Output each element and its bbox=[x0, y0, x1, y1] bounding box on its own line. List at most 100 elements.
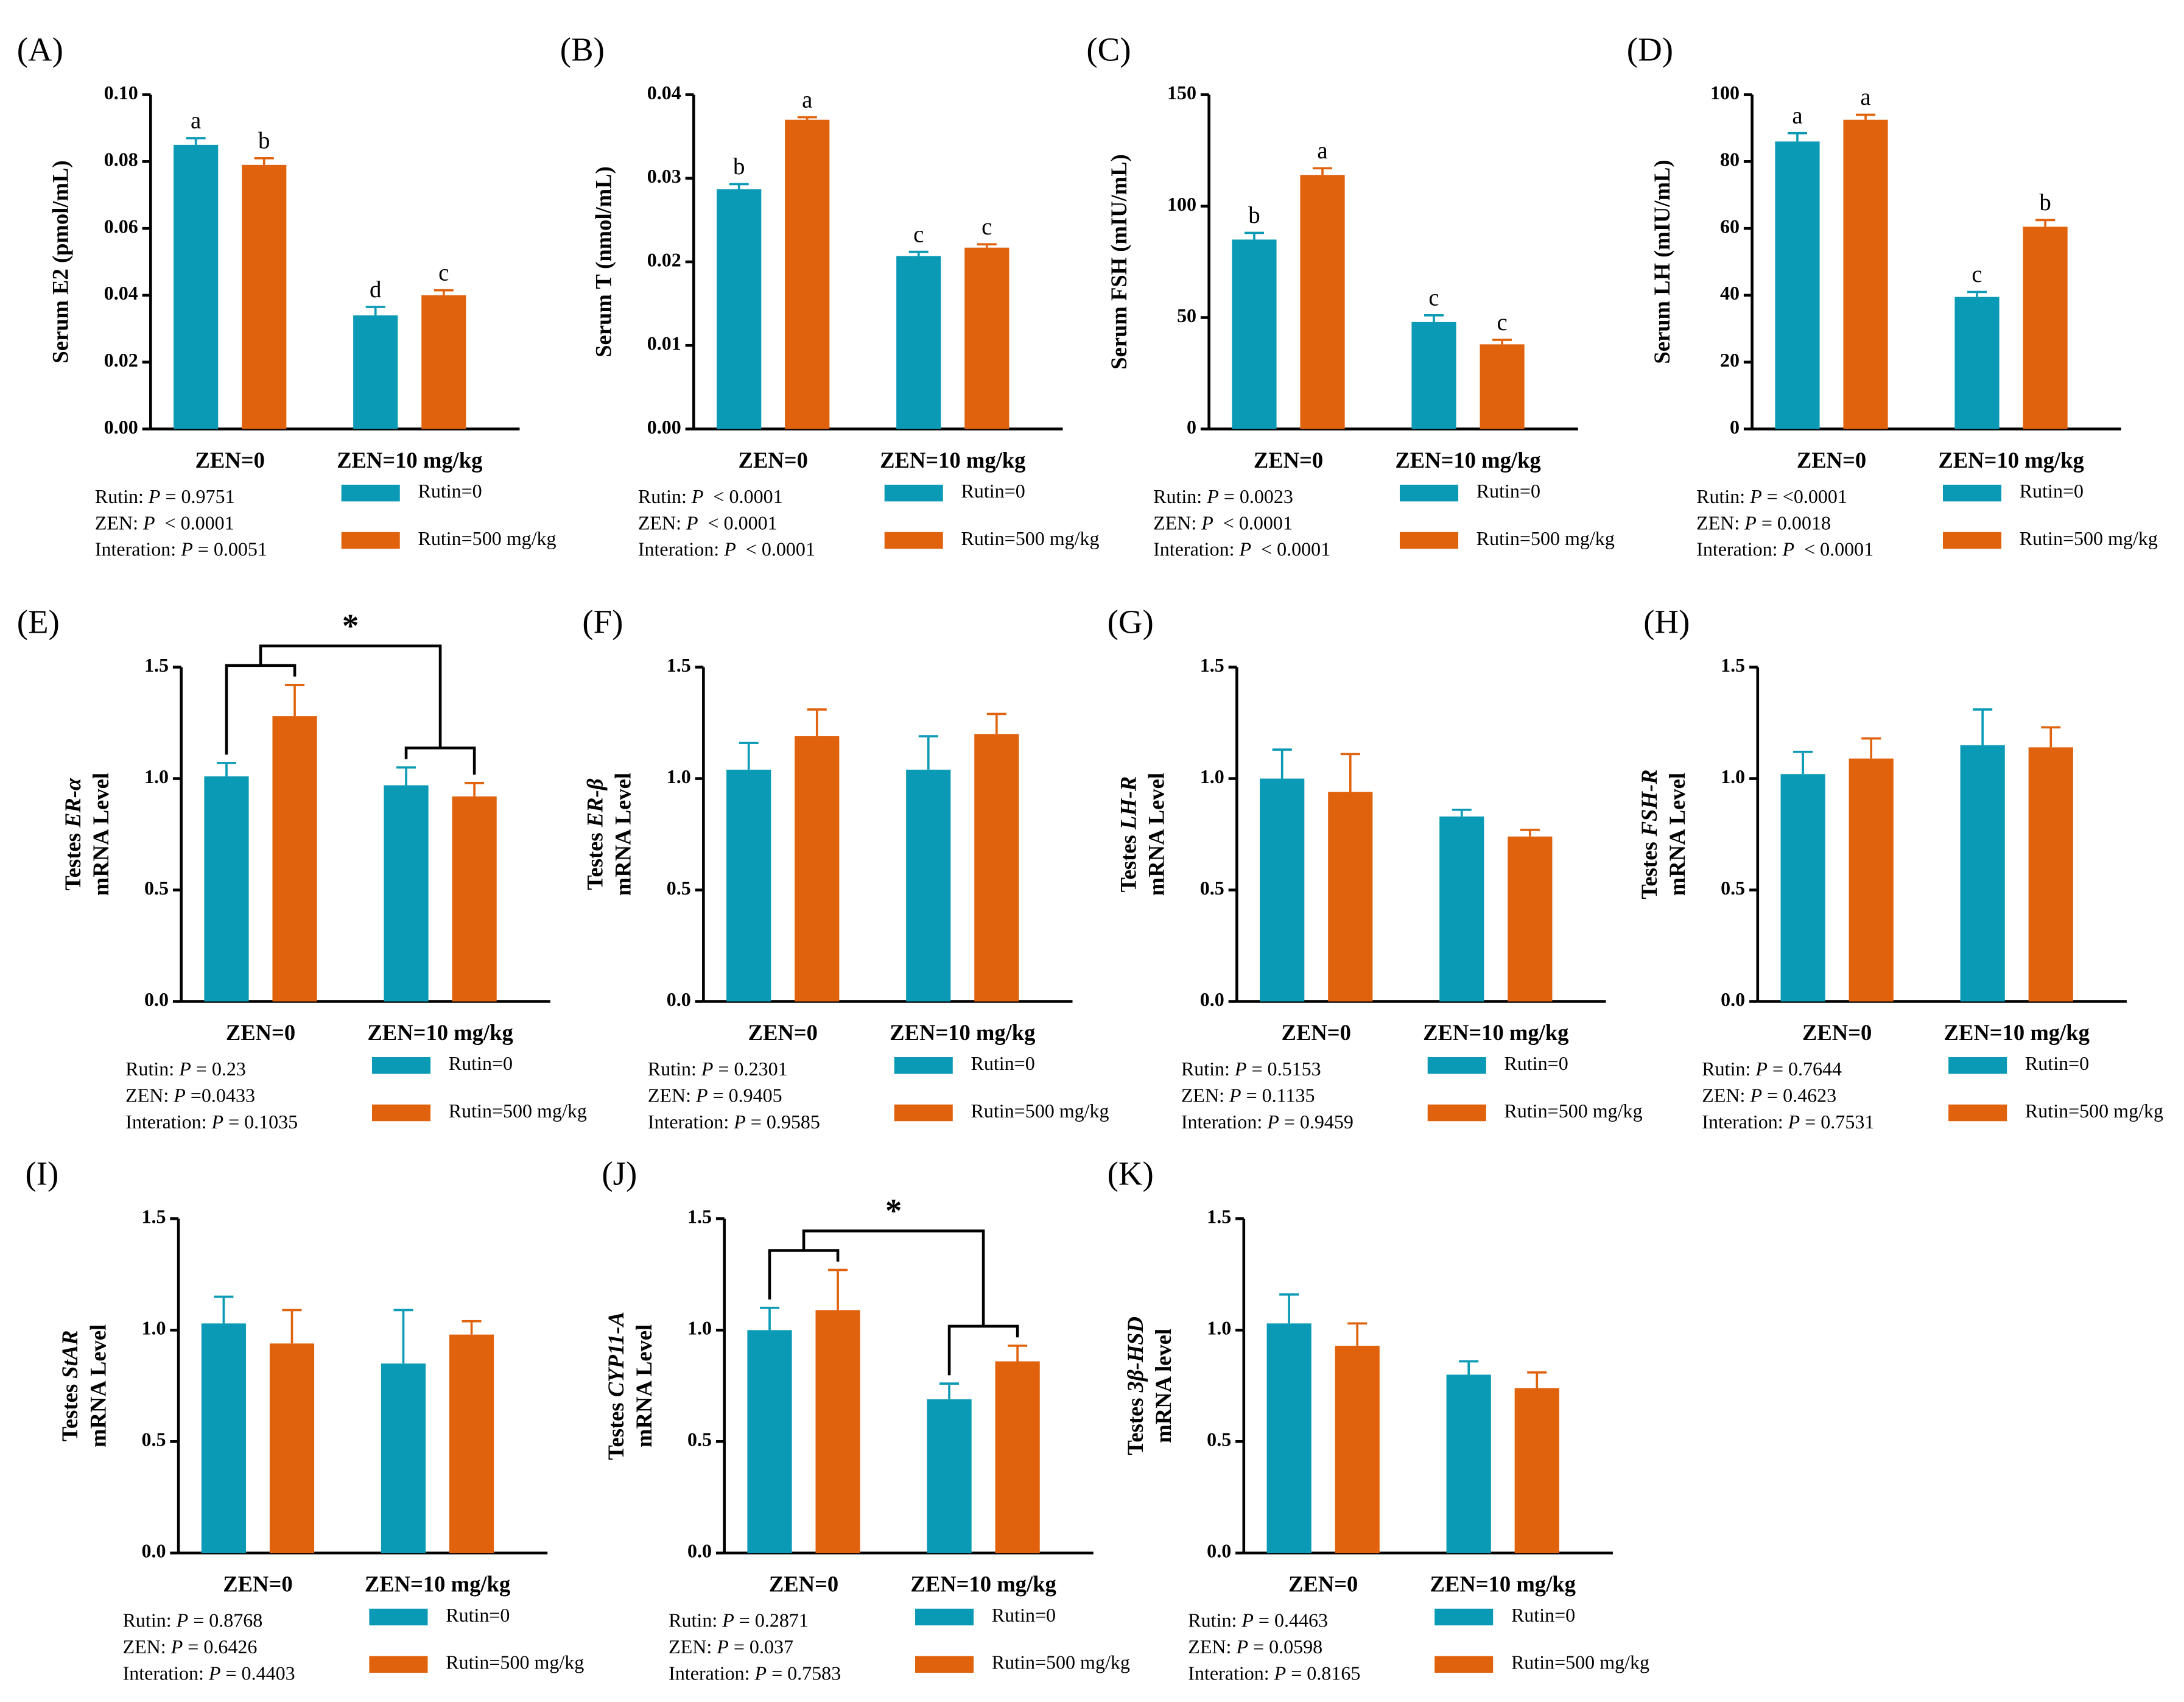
legend-swatch bbox=[884, 532, 943, 549]
stats-text: = 0.8165 bbox=[1286, 1662, 1360, 1684]
bar bbox=[964, 247, 1009, 429]
bar bbox=[1514, 1388, 1559, 1553]
y-axis-label: mRNA Level bbox=[1665, 773, 1690, 896]
panel-label: (I) bbox=[25, 1155, 58, 1192]
stats-text: Rutin: bbox=[648, 1058, 701, 1080]
bar bbox=[974, 734, 1019, 1002]
p-symbol: P bbox=[178, 1058, 191, 1080]
legend-swatch bbox=[1434, 1656, 1494, 1673]
x-tick-label: ZEN=10 mg/kg bbox=[880, 448, 1025, 473]
y-tick-label: 1.5 bbox=[144, 654, 169, 676]
stats-text: ZEN: bbox=[125, 1085, 174, 1106]
legend-swatch bbox=[1948, 1057, 2007, 1074]
y-tick-label: 1.5 bbox=[1721, 654, 1745, 676]
stats-text: = 0.0023 bbox=[1219, 485, 1293, 507]
x-tick-label: ZEN=10 mg/kg bbox=[337, 448, 482, 473]
stats-line: ZEN: P = 0.6426 bbox=[123, 1636, 258, 1658]
bar bbox=[242, 164, 287, 429]
p-symbol: P bbox=[716, 1636, 729, 1658]
x-tick-label: ZEN=10 mg/kg bbox=[1395, 448, 1540, 473]
y-axis-label: Testes FSH-R bbox=[1637, 770, 1662, 899]
legend-label: Rutin=500 mg/kg bbox=[961, 527, 1100, 549]
bar bbox=[201, 1323, 247, 1553]
x-tick-label: ZEN=0 bbox=[769, 1572, 838, 1597]
significance-letter: a bbox=[1792, 102, 1802, 128]
stats-line: ZEN: P = 0.0598 bbox=[1188, 1636, 1322, 1658]
stats-text: = 0.7531 bbox=[1800, 1111, 1874, 1133]
legend-label: Rutin=0 bbox=[2025, 1052, 2089, 1074]
y-axis-label: Testes CYP11-A bbox=[603, 1312, 628, 1460]
stats-text: = 0.2301 bbox=[713, 1058, 787, 1080]
y-tick-label: 0.0 bbox=[1721, 988, 1745, 1010]
stats-text: Interation: bbox=[1153, 538, 1239, 560]
x-tick-label: ZEN=10 mg/kg bbox=[1430, 1572, 1576, 1597]
stats-text: = 0.4623 bbox=[1762, 1085, 1836, 1106]
panel-label: (A) bbox=[17, 31, 63, 68]
y-tick-label: 0.00 bbox=[104, 416, 138, 438]
stats-line: Rutin: P = 0.2871 bbox=[669, 1609, 809, 1631]
stats-text: ZEN: bbox=[638, 512, 686, 534]
legend-label: Rutin=0 bbox=[1505, 1052, 1568, 1074]
p-symbol: P bbox=[1782, 538, 1795, 560]
p-symbol: P bbox=[1744, 512, 1757, 534]
y-tick-label: 0.0 bbox=[687, 1540, 712, 1562]
stats-text: < 0.0001 bbox=[698, 512, 778, 534]
legend-label: Rutin=500 mg/kg bbox=[2025, 1100, 2163, 1122]
significance-letter: c bbox=[1428, 285, 1439, 311]
stats-text: ZEN: bbox=[1696, 512, 1744, 534]
y-tick-label: 80 bbox=[1720, 149, 1740, 171]
p-symbol: P bbox=[723, 538, 736, 560]
stats-line: Interation: P = 0.9585 bbox=[648, 1111, 820, 1133]
p-symbol: P bbox=[1241, 1609, 1254, 1631]
y-axis-label: Serum E2 (pmol/mL) bbox=[48, 160, 73, 363]
y-axis-label: mRNA level bbox=[1151, 1329, 1176, 1443]
y-tick-label: 100 bbox=[1710, 82, 1740, 104]
legend-swatch bbox=[1948, 1104, 2007, 1122]
stats-text: < 0.0001 bbox=[1794, 538, 1873, 560]
p-symbol: P bbox=[148, 485, 161, 507]
legend-swatch bbox=[1427, 1057, 1486, 1074]
legend-label: Rutin=0 bbox=[1476, 480, 1540, 502]
legend-swatch bbox=[915, 1656, 974, 1673]
y-tick-label: 1.5 bbox=[667, 654, 691, 676]
bar bbox=[204, 776, 249, 1002]
stats-text: Interation: bbox=[95, 538, 181, 560]
legend-swatch bbox=[369, 1608, 428, 1626]
bar bbox=[1508, 836, 1553, 1002]
bar bbox=[174, 144, 219, 429]
stats-line: Rutin: P = 0.0023 bbox=[1153, 485, 1293, 507]
bar bbox=[726, 769, 771, 1002]
stats-text: = 0.9459 bbox=[1279, 1111, 1354, 1133]
p-symbol: P bbox=[173, 1085, 186, 1106]
stats-line: ZEN: P = 0.1135 bbox=[1181, 1085, 1315, 1106]
y-axis-label: mRNA Level bbox=[85, 1324, 110, 1447]
panel-label: (J) bbox=[602, 1155, 637, 1192]
legend-swatch bbox=[372, 1104, 431, 1122]
bar bbox=[1843, 119, 1888, 429]
x-tick-label: ZEN=0 bbox=[1282, 1020, 1351, 1045]
stats-text: Rutin: bbox=[638, 485, 692, 507]
panel-label: (H) bbox=[1643, 603, 1690, 641]
p-symbol: P bbox=[754, 1662, 767, 1684]
x-tick-label: ZEN=0 bbox=[1288, 1572, 1358, 1597]
p-symbol: P bbox=[691, 485, 704, 507]
x-tick-label: ZEN=0 bbox=[223, 1572, 292, 1597]
p-symbol: P bbox=[1234, 1058, 1247, 1080]
panel-label: (B) bbox=[560, 31, 605, 68]
y-label-gene: ER-α bbox=[60, 778, 85, 828]
x-tick-label: ZEN=10 mg/kg bbox=[1938, 448, 2084, 473]
significance-letter: c bbox=[1497, 309, 1507, 336]
y-tick-label: 0.00 bbox=[647, 416, 681, 438]
y-tick-label: 0.04 bbox=[647, 82, 681, 104]
stats-line: Interation: P = 0.7531 bbox=[1702, 1111, 1874, 1133]
bar bbox=[795, 736, 840, 1002]
p-symbol: P bbox=[176, 1609, 189, 1631]
y-tick-label: 0.5 bbox=[1721, 877, 1745, 899]
x-tick-label: ZEN=10 mg/kg bbox=[1423, 1020, 1568, 1045]
stats-line: Interation: P = 0.9459 bbox=[1181, 1111, 1354, 1133]
panel-label: (C) bbox=[1086, 31, 1131, 68]
stats-text: ZEN: bbox=[1702, 1085, 1750, 1106]
bar bbox=[1411, 322, 1456, 429]
stats-text: ZEN: bbox=[1188, 1636, 1236, 1658]
